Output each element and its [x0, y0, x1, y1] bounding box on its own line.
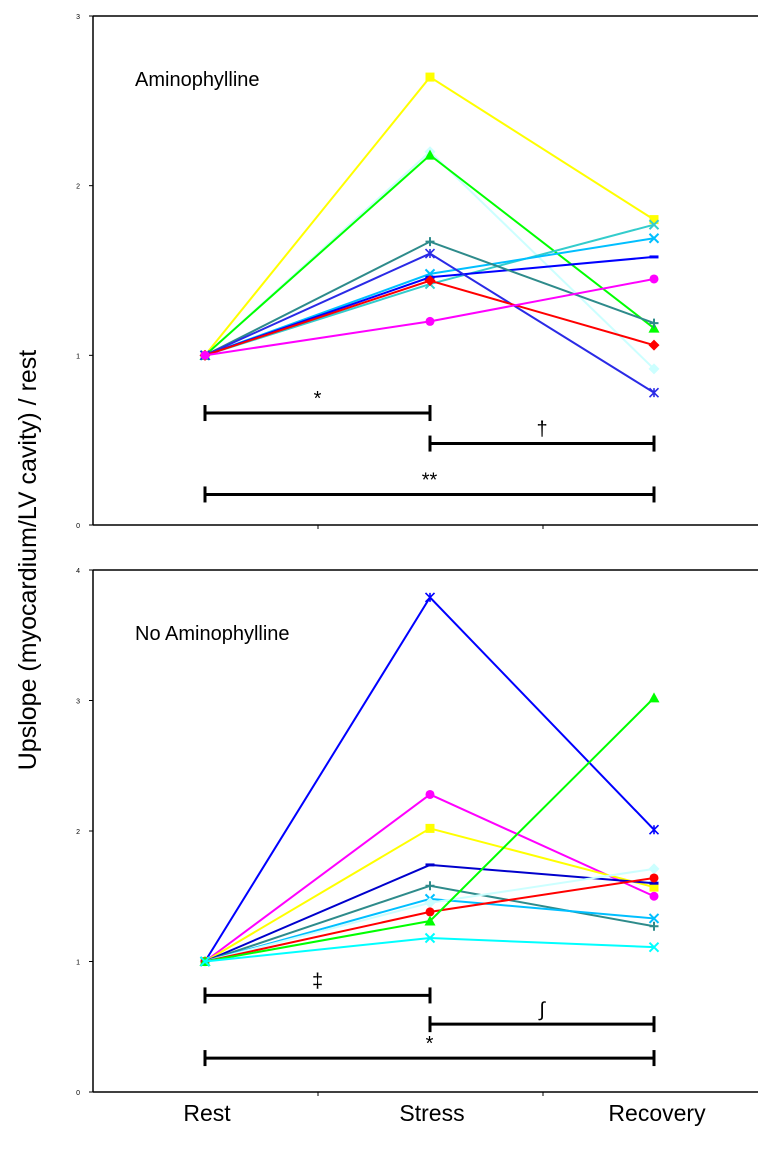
significance-label: *	[314, 388, 322, 410]
no-aminophylline-panel: 0 1 2 3 4 ‡ ∫ *	[76, 568, 758, 1097]
significance-bracket: †	[428, 419, 656, 452]
data-point	[649, 873, 659, 883]
data-point	[648, 219, 660, 230]
data-point	[199, 956, 211, 967]
series-line-2	[204, 827, 655, 963]
data-point	[425, 72, 435, 82]
data-point	[649, 882, 659, 892]
data-point	[424, 275, 436, 287]
data-point	[425, 823, 435, 833]
data-point	[648, 692, 660, 703]
significance-label: ∫	[538, 999, 546, 1021]
x-tick-label-rest: Rest	[183, 1100, 231, 1126]
significance-bracket: *	[203, 388, 432, 422]
data-point	[648, 363, 660, 375]
data-point	[425, 907, 435, 917]
data-point	[424, 897, 436, 909]
y-tick-label: 3	[76, 699, 80, 706]
data-point	[649, 921, 659, 931]
data-point	[424, 149, 436, 160]
series-line-6	[204, 240, 655, 357]
data-point	[648, 233, 660, 244]
panel-label-aminophylline: Aminophylline	[135, 69, 260, 91]
significance-label: *	[426, 1033, 434, 1055]
data-point	[425, 237, 435, 247]
data-point	[425, 789, 435, 799]
significance-bracket: *	[203, 1033, 656, 1067]
panel-label-no-aminophylline: No Aminophylline	[135, 623, 290, 645]
data-point	[649, 215, 659, 225]
data-point	[648, 387, 660, 398]
y-tick-label: 0	[76, 523, 80, 530]
data-point	[424, 248, 436, 259]
x-tick-label-recovery: Recovery	[608, 1100, 706, 1126]
data-point	[649, 318, 659, 328]
y-tick-label: 4	[76, 568, 80, 575]
series-line-1	[204, 150, 655, 370]
data-point	[648, 322, 660, 333]
y-tick-label: 0	[76, 1090, 80, 1097]
significance-label: **	[422, 469, 438, 491]
data-point	[648, 941, 660, 953]
data-point	[649, 891, 659, 901]
y-tick-label: 2	[76, 184, 80, 191]
data-point	[648, 824, 660, 835]
data-point	[648, 913, 660, 924]
y-tick-label: 1	[76, 960, 80, 967]
significance-bracket: ∫	[428, 999, 656, 1033]
series-line-0	[204, 75, 655, 356]
data-point	[648, 863, 660, 875]
x-tick-label-stress: Stress	[399, 1100, 464, 1126]
y-tick-label: 3	[76, 14, 80, 21]
significance-bracket: **	[203, 469, 656, 503]
aminophylline-panel: 0 1 2 3 * † **	[76, 14, 758, 530]
y-tick-label: 2	[76, 829, 80, 836]
significance-label: ‡	[312, 970, 323, 992]
data-point	[648, 339, 660, 351]
data-point	[200, 350, 210, 360]
significance-bracket: ‡	[203, 970, 432, 1004]
y-axis-label: Upslope (myocardium/LV cavity) / rest	[14, 350, 42, 771]
data-point	[424, 932, 436, 944]
data-point	[424, 915, 436, 926]
data-point	[425, 316, 435, 326]
data-point	[424, 592, 436, 603]
significance-label: †	[536, 419, 547, 441]
data-point	[425, 881, 435, 891]
y-tick-label: 1	[76, 353, 80, 360]
data-point	[649, 274, 659, 284]
